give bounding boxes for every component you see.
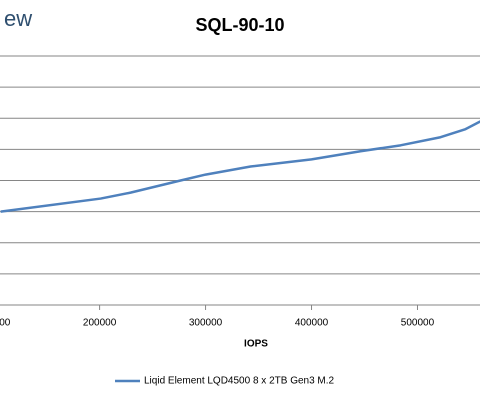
watermark: ew: [4, 6, 32, 31]
data-line: [0, 120, 480, 213]
x-tick-label: 200000: [83, 318, 117, 329]
x-axis-label: IOPS: [244, 339, 268, 350]
x-tick-label: 400000: [295, 318, 329, 329]
legend-label: Liqid Element LQD4500 8 x 2TB Gen3 M.2: [144, 376, 335, 387]
x-tick-label: 500000: [401, 318, 435, 329]
x-tick-label: 300000: [189, 318, 223, 329]
chart-title: SQL-90-10: [195, 15, 284, 35]
x-tick-label: 100000: [0, 318, 11, 329]
